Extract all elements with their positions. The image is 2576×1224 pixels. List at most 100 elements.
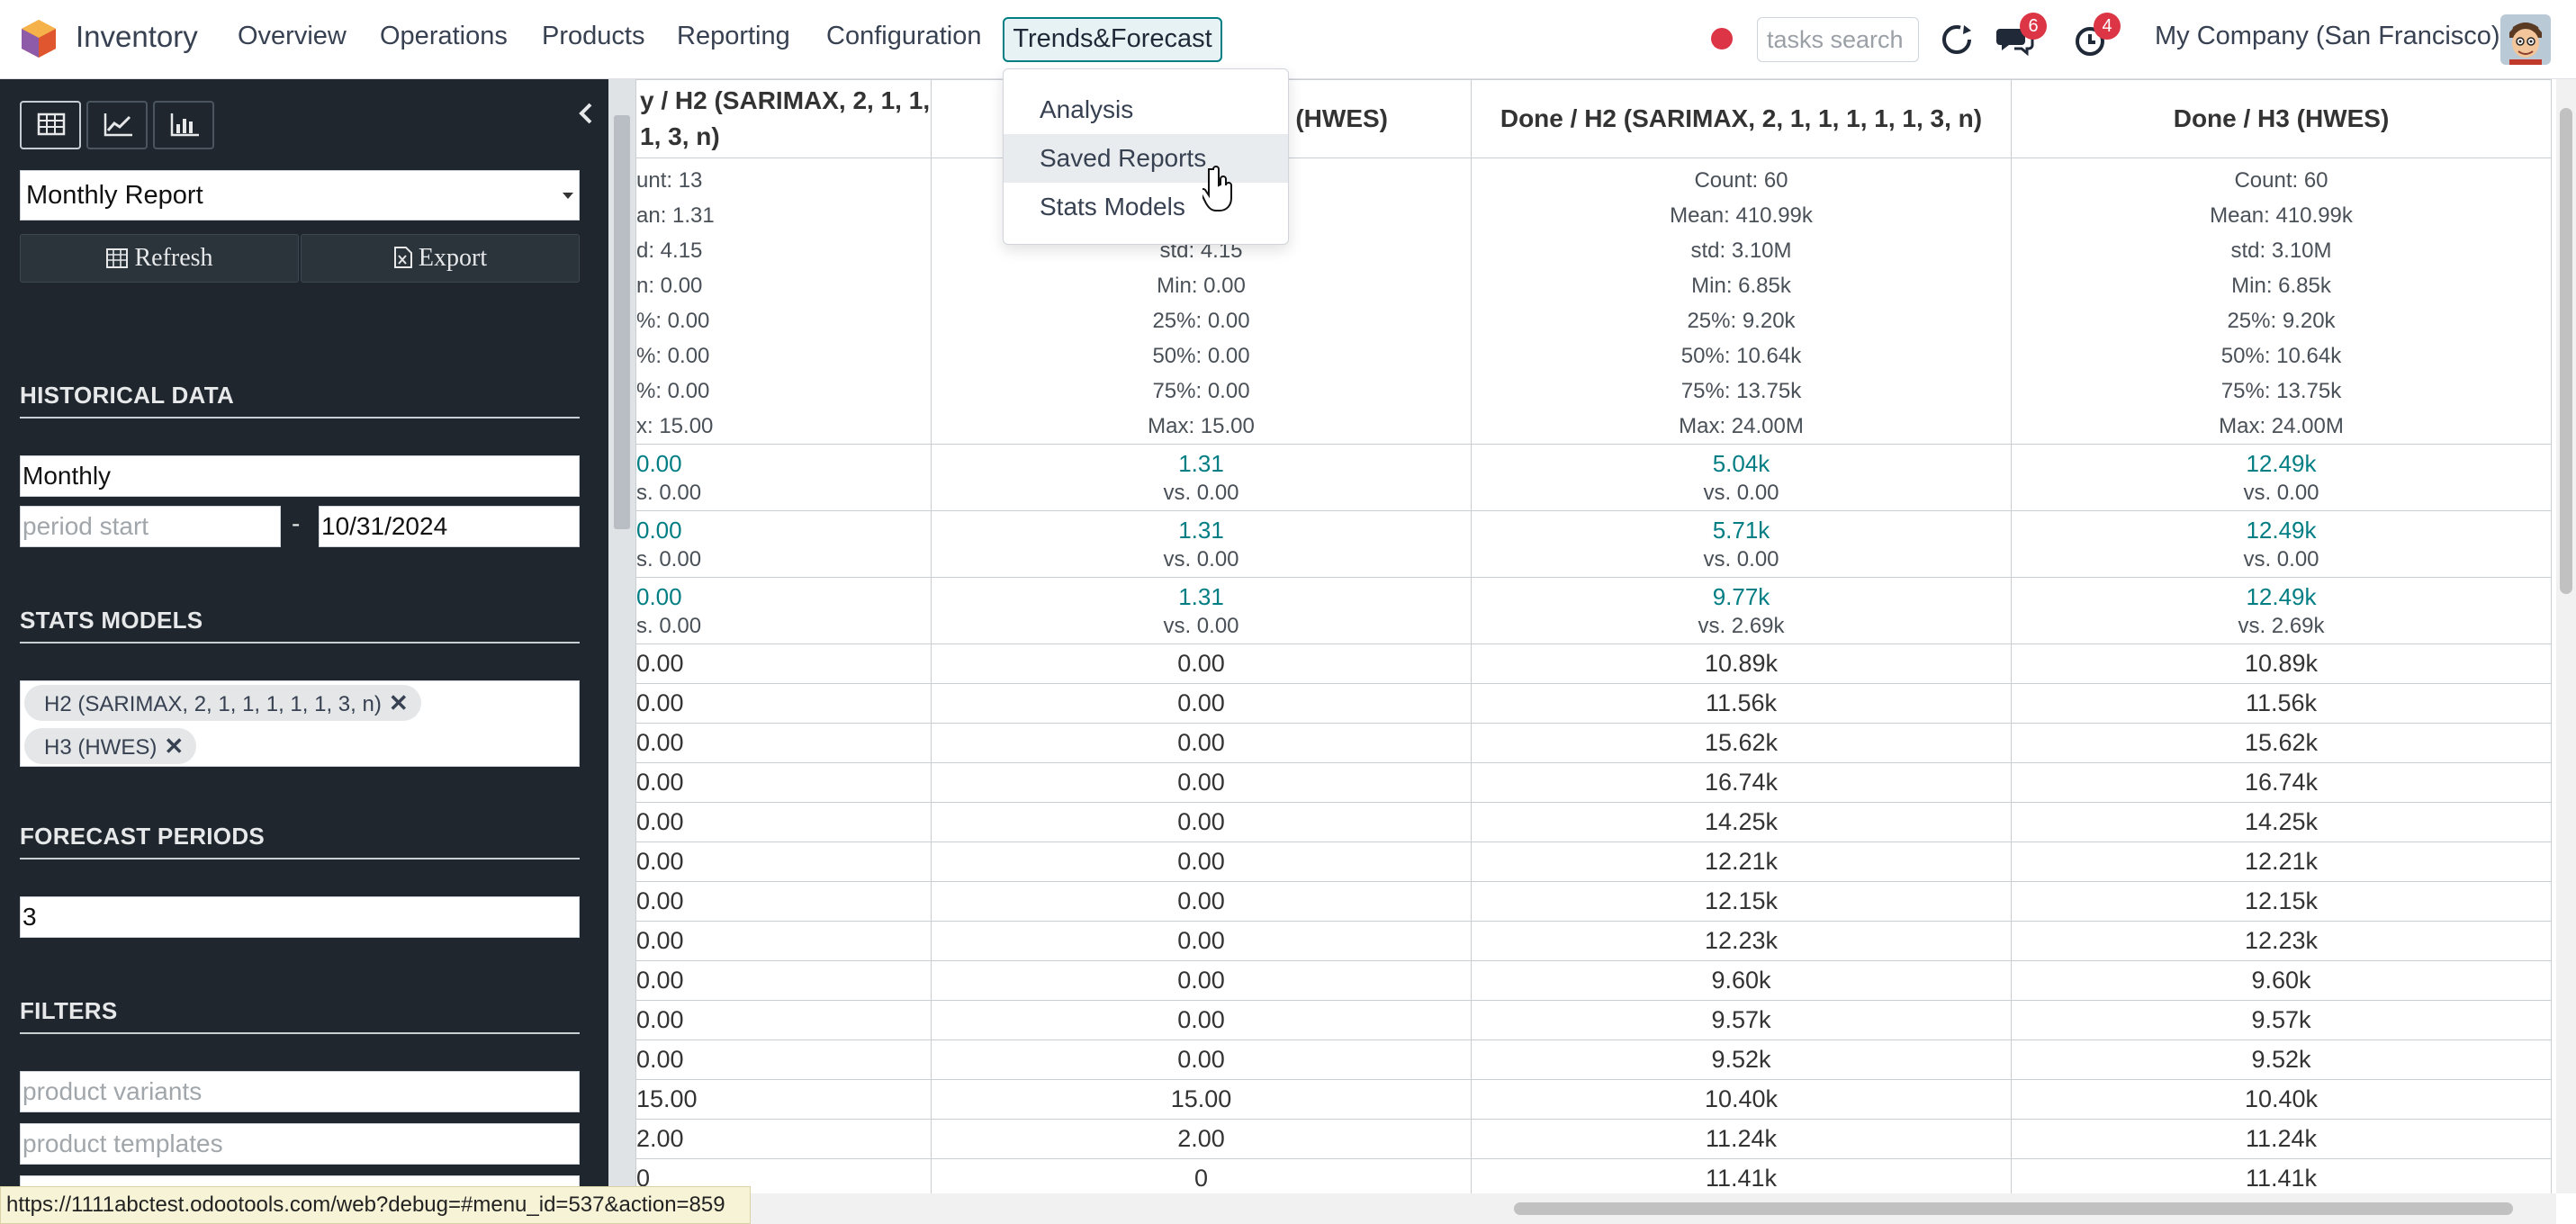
table-cell[interactable]: 10.89k	[1471, 644, 2012, 684]
forecast-cell[interactable]: 5.04k vs. 0.00	[1471, 444, 2012, 511]
table-cell[interactable]: 0.00	[931, 842, 1472, 882]
table-cell[interactable]: 15.00	[635, 1079, 932, 1120]
table-cell[interactable]: 11.56k	[2011, 683, 2552, 724]
menu-reporting[interactable]: Reporting	[677, 22, 790, 50]
table-cell[interactable]: 11.24k	[1471, 1119, 2012, 1159]
menu-overview[interactable]: Overview	[238, 22, 347, 50]
table-cell[interactable]: 0.00	[931, 881, 1472, 922]
table-cell[interactable]: 0.00	[635, 683, 932, 724]
stats-models-tag-input[interactable]: H2 (SARIMAX, 2, 1, 1, 1, 1, 1, 3, n) ✕ H3…	[20, 680, 580, 767]
forecast-cell[interactable]: 12.49k vs. 0.00	[2011, 444, 2552, 511]
activities-clock-icon[interactable]	[2070, 20, 2110, 59]
table-cell[interactable]: 0.00	[635, 723, 932, 763]
table-cell[interactable]: 11.24k	[2011, 1119, 2552, 1159]
collapse-sidebar-icon[interactable]	[572, 99, 601, 128]
table-cell[interactable]: 0.00	[931, 762, 1472, 803]
forecast-cell[interactable]: 0.00 s. 0.00	[635, 444, 932, 511]
table-cell[interactable]: 0.00	[635, 802, 932, 842]
table-cell[interactable]: 2.00	[635, 1119, 932, 1159]
dropdown-item-analysis[interactable]: Analysis	[1040, 95, 1134, 123]
vertical-scrollbar-thumb[interactable]	[2560, 108, 2572, 594]
table-cell[interactable]: 14.25k	[1471, 802, 2012, 842]
sidebar-scrollbar-thumb[interactable]	[614, 115, 630, 529]
dropdown-item-saved-reports[interactable]: Saved Reports	[1004, 134, 1288, 183]
table-cell[interactable]: 10.40k	[2011, 1079, 2552, 1120]
table-cell[interactable]: 12.15k	[2011, 881, 2552, 922]
forecast-cell[interactable]: 12.49k vs. 0.00	[2011, 510, 2552, 578]
table-cell[interactable]: 0.00	[635, 1040, 932, 1080]
table-cell[interactable]: 0.00	[635, 881, 932, 922]
table-cell[interactable]: 0.00	[635, 644, 932, 684]
table-cell[interactable]: 9.57k	[2011, 1000, 2552, 1040]
period-start-input[interactable]: period start	[20, 506, 281, 547]
forecast-cell[interactable]: 5.71k vs. 0.00	[1471, 510, 2012, 578]
menu-products[interactable]: Products	[542, 22, 645, 50]
dropdown-item-stats-models[interactable]: Stats Models	[1040, 193, 1185, 220]
remove-tag-icon[interactable]: ✕	[388, 689, 409, 716]
refresh-button[interactable]: Refresh	[20, 234, 299, 283]
table-horizontal-scrollbar[interactable]	[635, 1193, 2556, 1224]
table-cell[interactable]: 9.60k	[2011, 960, 2552, 1001]
forecast-cell[interactable]: 1.31 vs. 0.00	[931, 510, 1472, 578]
table-cell[interactable]: 15.00	[931, 1079, 1472, 1120]
period-type-select[interactable]: Monthly	[20, 455, 580, 497]
table-cell[interactable]: 11.41k	[2011, 1158, 2552, 1193]
table-cell[interactable]: 11.56k	[1471, 683, 2012, 724]
menu-trends-forecast[interactable]: Trends&Forecast	[1003, 17, 1222, 62]
table-cell[interactable]: 10.40k	[1471, 1079, 2012, 1120]
table-vertical-scrollbar[interactable]	[2556, 79, 2576, 1193]
table-cell[interactable]: 15.62k	[1471, 723, 2012, 763]
table-cell[interactable]: 16.74k	[1471, 762, 2012, 803]
table-cell[interactable]: 0.00	[931, 960, 1472, 1001]
refresh-circle-icon[interactable]	[1937, 20, 1977, 59]
table-cell[interactable]: 0	[931, 1158, 1472, 1193]
column-header[interactable]: Done / H2 (SARIMAX, 2, 1, 1, 1, 1, 1, 3,…	[1471, 79, 2012, 158]
column-header[interactable]: Done / H3 (HWES)	[2011, 79, 2552, 158]
user-avatar[interactable]	[2500, 14, 2551, 65]
table-cell[interactable]: 14.25k	[2011, 802, 2552, 842]
table-cell[interactable]: 0.00	[635, 1000, 932, 1040]
forecast-cell[interactable]: 0.00 s. 0.00	[635, 510, 932, 578]
table-cell[interactable]: 0.00	[931, 1000, 1472, 1040]
forecast-periods-input[interactable]: 3	[20, 896, 580, 938]
table-view-button[interactable]	[20, 101, 81, 149]
line-chart-view-button[interactable]	[86, 101, 148, 149]
table-cell[interactable]: 11.41k	[1471, 1158, 2012, 1193]
app-logo-icon[interactable]	[18, 18, 59, 59]
table-cell[interactable]: 0.00	[931, 802, 1472, 842]
table-cell[interactable]: 2.00	[931, 1119, 1472, 1159]
report-select[interactable]: Monthly Report	[20, 170, 580, 220]
export-button[interactable]: Export	[301, 234, 580, 283]
forecast-cell[interactable]: 1.31 vs. 0.00	[931, 577, 1472, 644]
table-cell[interactable]: 9.52k	[2011, 1040, 2552, 1080]
forecast-cell[interactable]: 9.77k vs. 2.69k	[1471, 577, 2012, 644]
period-end-input[interactable]: 10/31/2024	[319, 506, 580, 547]
table-cell[interactable]: 10.89k	[2011, 644, 2552, 684]
table-cell[interactable]: 15.62k	[2011, 723, 2552, 763]
column-header[interactable]: y / H2 (SARIMAX, 2, 1, 1, 1, 3, n)	[635, 79, 932, 158]
sidebar-scrollbar[interactable]	[608, 79, 635, 1224]
forecast-cell[interactable]: 1.31 vs. 0.00	[931, 444, 1472, 511]
menu-configuration[interactable]: Configuration	[826, 22, 982, 50]
table-cell[interactable]: 12.23k	[1471, 921, 2012, 961]
horizontal-scrollbar-thumb[interactable]	[1514, 1202, 2513, 1215]
table-cell[interactable]: 0.00	[931, 921, 1472, 961]
tasks-search-input[interactable]	[1757, 17, 1919, 62]
table-cell[interactable]: 9.57k	[1471, 1000, 2012, 1040]
table-cell[interactable]: 0.00	[931, 644, 1472, 684]
bar-chart-view-button[interactable]	[153, 101, 214, 149]
company-switcher[interactable]: My Company (San Francisco)	[2155, 22, 2500, 50]
product-templates-input[interactable]: product templates	[20, 1123, 580, 1165]
table-cell[interactable]: 0.00	[635, 960, 932, 1001]
table-cell[interactable]: 0.00	[635, 762, 932, 803]
table-cell[interactable]: 16.74k	[2011, 762, 2552, 803]
table-cell[interactable]: 0.00	[635, 842, 932, 882]
recording-indicator-icon[interactable]	[1711, 28, 1733, 50]
table-cell[interactable]: 12.21k	[1471, 842, 2012, 882]
menu-operations[interactable]: Operations	[380, 22, 508, 50]
app-name[interactable]: Inventory	[76, 20, 198, 53]
forecast-cell[interactable]: 12.49k vs. 2.69k	[2011, 577, 2552, 644]
table-cell[interactable]: 12.15k	[1471, 881, 2012, 922]
table-cell[interactable]: 0.00	[931, 683, 1472, 724]
table-cell[interactable]: 9.52k	[1471, 1040, 2012, 1080]
